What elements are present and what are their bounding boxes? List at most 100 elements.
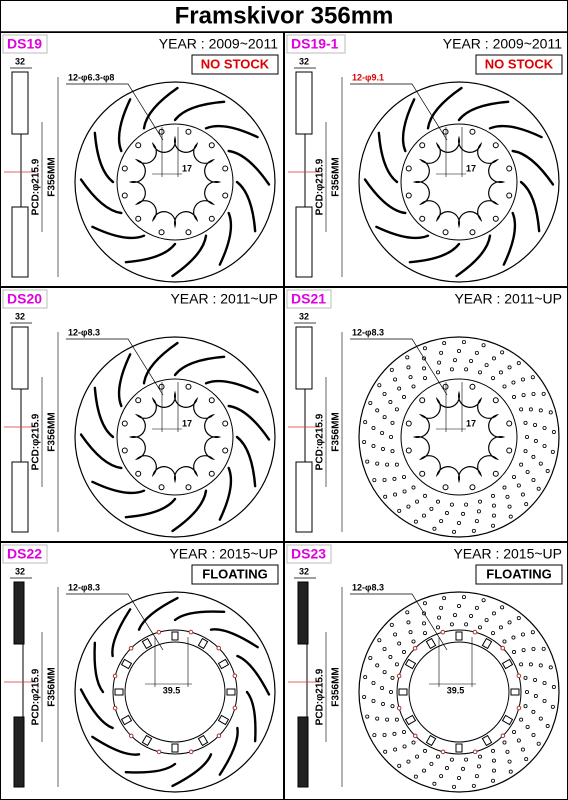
slot — [171, 234, 208, 278]
drill-hole — [422, 601, 427, 606]
drill-hole — [516, 738, 521, 743]
float-tab — [197, 637, 209, 650]
bolt-hole — [121, 165, 128, 172]
offset-dim: 39.5 — [447, 685, 465, 695]
panel: DS22 YEAR : 2015~UP FLOATING 32 PCD:φ215.9 F3… — [0, 542, 284, 800]
holes-callout: 12-φ8.3 — [352, 327, 384, 337]
drill-hole — [461, 766, 466, 771]
drill-hole — [449, 757, 454, 762]
bolt-hole — [419, 397, 426, 404]
drill-hole — [538, 461, 543, 466]
drill-hole — [415, 754, 420, 759]
slot — [488, 124, 543, 139]
drill-hole — [528, 662, 533, 667]
slot — [79, 433, 123, 470]
drill-hole — [461, 595, 466, 600]
bobbin — [412, 733, 418, 739]
drill-hole — [533, 677, 538, 682]
year: YEAR : 2009~2011 — [159, 36, 278, 52]
diameter-dim: F356MM — [331, 667, 342, 706]
slot — [204, 124, 259, 139]
drill-hole — [411, 740, 416, 745]
status: NO STOCK — [201, 56, 270, 71]
drill-hole — [442, 596, 447, 601]
float-tab — [226, 688, 236, 696]
slot — [91, 225, 146, 240]
bobbin — [216, 733, 222, 739]
drill-hole — [368, 655, 373, 660]
float-tab — [398, 688, 408, 696]
drill-hole — [523, 420, 528, 425]
drill-hole — [538, 408, 543, 413]
drill-hole — [435, 754, 440, 759]
bolt-hole — [469, 383, 476, 390]
drill-hole — [365, 714, 370, 719]
bobbin — [128, 645, 134, 651]
bolt-hole — [208, 470, 215, 477]
bolt-hole — [442, 128, 449, 135]
diameter-dim: F356MM — [47, 667, 58, 706]
bolt-hole — [135, 142, 142, 149]
offset-dim: 17 — [182, 163, 192, 173]
bolt-hole — [185, 484, 192, 491]
bolt-hole — [135, 470, 142, 477]
drill-hole — [491, 611, 496, 616]
drill-hole — [382, 732, 387, 737]
drill-hole — [474, 605, 479, 610]
bobbin — [112, 673, 118, 679]
drill-hole — [432, 526, 437, 531]
holes-callout: 12-φ8.3 — [68, 582, 100, 592]
drill-hole — [491, 758, 496, 763]
drill-hole — [511, 635, 516, 640]
drill-hole — [435, 499, 440, 504]
drill-hole — [380, 685, 385, 690]
bolt-hole — [135, 215, 142, 222]
profile-top — [11, 326, 29, 390]
drill-hole — [491, 778, 496, 783]
drill-hole — [490, 376, 495, 381]
drill-hole — [432, 781, 437, 786]
drill-hole — [491, 356, 496, 361]
drill-hole — [533, 439, 538, 444]
slot — [209, 628, 259, 649]
drill-hole — [481, 343, 486, 348]
bolt-hole — [222, 165, 229, 172]
bolt-hole — [492, 470, 499, 477]
bobbin — [128, 733, 134, 739]
bobbin — [396, 705, 402, 711]
bobbin — [516, 705, 522, 711]
diameter-dim: F356MM — [331, 412, 342, 451]
drill-hole — [531, 709, 536, 714]
bolt-hole — [419, 470, 426, 477]
drill-hole — [411, 639, 416, 644]
diameter-dim: F356MM — [47, 412, 58, 451]
drill-hole — [456, 775, 461, 780]
drill-hole — [392, 476, 397, 481]
drill-hole — [406, 620, 411, 625]
drill-hole — [422, 513, 427, 518]
slot — [455, 234, 492, 278]
drill-hole — [512, 650, 517, 655]
drill-hole — [382, 392, 387, 397]
panel: DS23 YEAR : 2015~UP FLOATING 32 PCD:φ215.9 F3… — [284, 542, 568, 800]
drill-hole — [393, 747, 398, 752]
slot — [142, 86, 179, 130]
bolt-hole — [469, 128, 476, 135]
drill-hole — [406, 759, 411, 764]
drill-hole — [507, 620, 512, 625]
drill-hole — [389, 689, 394, 694]
leader-line — [350, 593, 448, 651]
bolt-hole — [208, 397, 215, 404]
drill-hole — [516, 361, 521, 366]
drill-hole — [363, 675, 368, 680]
drill-hole — [375, 663, 380, 668]
slot — [235, 435, 257, 488]
drill-hole — [401, 474, 406, 479]
pcd-dim: PCD:φ215.9 — [315, 668, 326, 725]
drill-hole — [530, 630, 535, 635]
holes-callout: 12-φ8.3 — [68, 327, 100, 337]
drill-hole — [380, 702, 385, 707]
slot — [79, 688, 114, 730]
drill-hole — [469, 358, 474, 363]
drill-hole — [413, 774, 418, 779]
